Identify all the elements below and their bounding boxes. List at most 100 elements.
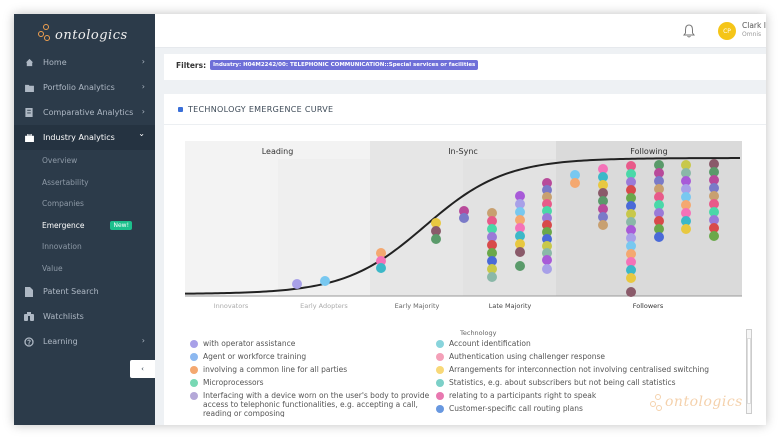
technology-point[interactable] (570, 178, 580, 188)
technology-point[interactable] (626, 257, 636, 267)
technology-point[interactable] (487, 248, 497, 258)
technology-point[interactable] (542, 185, 552, 195)
legend-item[interactable]: with operator assistance (190, 339, 440, 348)
technology-point[interactable] (709, 207, 719, 217)
technology-point[interactable] (376, 256, 386, 266)
technology-point[interactable] (681, 216, 691, 226)
technology-point[interactable] (542, 178, 552, 188)
technology-point[interactable] (542, 227, 552, 237)
legend-item[interactable]: Account identification (436, 339, 736, 348)
technology-point[interactable] (598, 172, 608, 182)
technology-point[interactable] (626, 169, 636, 179)
technology-point[interactable] (626, 193, 636, 203)
technology-point[interactable] (626, 225, 636, 235)
legend-item[interactable]: Statistics, e.g. about subscribers but n… (436, 378, 736, 387)
technology-point[interactable] (598, 212, 608, 222)
sidebar-item-comparative-analytics[interactable]: Comparative Analytics › (14, 100, 155, 125)
sidebar-subitem-overview[interactable]: Overview (14, 150, 155, 172)
technology-point[interactable] (598, 196, 608, 206)
technology-point[interactable] (598, 204, 608, 214)
sidebar-item-home[interactable]: Home › (14, 50, 155, 75)
technology-point[interactable] (515, 223, 525, 233)
technology-point[interactable] (376, 248, 386, 258)
user-name[interactable]: Clark I (742, 21, 766, 30)
technology-point[interactable] (431, 218, 441, 228)
sidebar-item-learning[interactable]: Learning › (14, 329, 155, 354)
technology-point[interactable] (542, 241, 552, 251)
sidebar-item-patent-search[interactable]: Patent Search (14, 279, 155, 304)
legend-item[interactable]: Arrangements for interconnection not inv… (436, 365, 736, 374)
technology-point[interactable] (542, 264, 552, 274)
legend-item[interactable]: Agent or workforce training (190, 352, 440, 361)
sidebar-subitem-emergence[interactable]: Emergence New! (14, 215, 155, 237)
technology-point[interactable] (515, 231, 525, 241)
scrollbar-thumb[interactable] (747, 338, 751, 404)
technology-point[interactable] (570, 170, 580, 180)
technology-point[interactable] (709, 223, 719, 233)
technology-point[interactable] (654, 232, 664, 242)
collapse-sidebar-button[interactable]: ‹ (130, 360, 155, 378)
legend-item[interactable]: Authentication using challenger response (436, 352, 736, 361)
technology-point[interactable] (709, 183, 719, 193)
technology-point[interactable] (654, 208, 664, 218)
technology-point[interactable] (487, 256, 497, 266)
technology-point[interactable] (681, 200, 691, 210)
technology-point[interactable] (681, 208, 691, 218)
technology-point[interactable] (598, 164, 608, 174)
sidebar-subitem-assertability[interactable]: Assertability (14, 172, 155, 194)
technology-point[interactable] (626, 249, 636, 259)
technology-point[interactable] (654, 192, 664, 202)
sidebar-subitem-innovation[interactable]: Innovation (14, 236, 155, 258)
technology-point[interactable] (542, 248, 552, 258)
technology-point[interactable] (654, 176, 664, 186)
technology-point[interactable] (487, 232, 497, 242)
technology-point[interactable] (681, 192, 691, 202)
technology-point[interactable] (709, 191, 719, 201)
technology-point[interactable] (431, 234, 441, 244)
technology-point[interactable] (292, 279, 302, 289)
technology-point[interactable] (487, 224, 497, 234)
technology-point[interactable] (515, 191, 525, 201)
technology-point[interactable] (459, 213, 469, 223)
technology-point[interactable] (487, 240, 497, 250)
technology-point[interactable] (320, 276, 330, 286)
sidebar-item-watchlists[interactable]: Watchlists (14, 304, 155, 329)
sidebar-subitem-companies[interactable]: Companies (14, 193, 155, 215)
technology-point[interactable] (709, 231, 719, 241)
technology-point[interactable] (542, 213, 552, 223)
technology-point[interactable] (515, 207, 525, 217)
technology-point[interactable] (709, 167, 719, 177)
legend-item[interactable]: Interfacing with a device worn on the us… (190, 391, 440, 417)
technology-point[interactable] (598, 180, 608, 190)
legend-scrollbar[interactable] (746, 329, 752, 414)
sidebar-item-industry-analytics[interactable]: Industry Analytics ⌄ (14, 125, 155, 150)
technology-point[interactable] (515, 215, 525, 225)
technology-point[interactable] (681, 176, 691, 186)
technology-point[interactable] (654, 160, 664, 170)
technology-point[interactable] (431, 226, 441, 236)
technology-point[interactable] (459, 206, 469, 216)
app-logo[interactable]: ontologics (38, 22, 138, 48)
technology-point[interactable] (487, 264, 497, 274)
technology-point[interactable] (654, 200, 664, 210)
technology-point[interactable] (542, 206, 552, 216)
technology-point[interactable] (681, 168, 691, 178)
technology-point[interactable] (681, 224, 691, 234)
technology-point[interactable] (709, 199, 719, 209)
legend-item[interactable]: involving a common line for all parties (190, 365, 440, 374)
technology-point[interactable] (542, 220, 552, 230)
technology-point[interactable] (515, 199, 525, 209)
technology-point[interactable] (515, 239, 525, 249)
technology-point[interactable] (598, 220, 608, 230)
technology-point[interactable] (626, 217, 636, 227)
technology-point[interactable] (487, 216, 497, 226)
technology-point[interactable] (626, 287, 636, 297)
technology-point[interactable] (542, 234, 552, 244)
technology-point[interactable] (709, 159, 719, 169)
bell-icon[interactable] (683, 23, 697, 39)
technology-point[interactable] (626, 201, 636, 211)
avatar[interactable]: CP (718, 22, 736, 40)
technology-point[interactable] (542, 192, 552, 202)
technology-point[interactable] (654, 224, 664, 234)
technology-point[interactable] (376, 263, 386, 273)
